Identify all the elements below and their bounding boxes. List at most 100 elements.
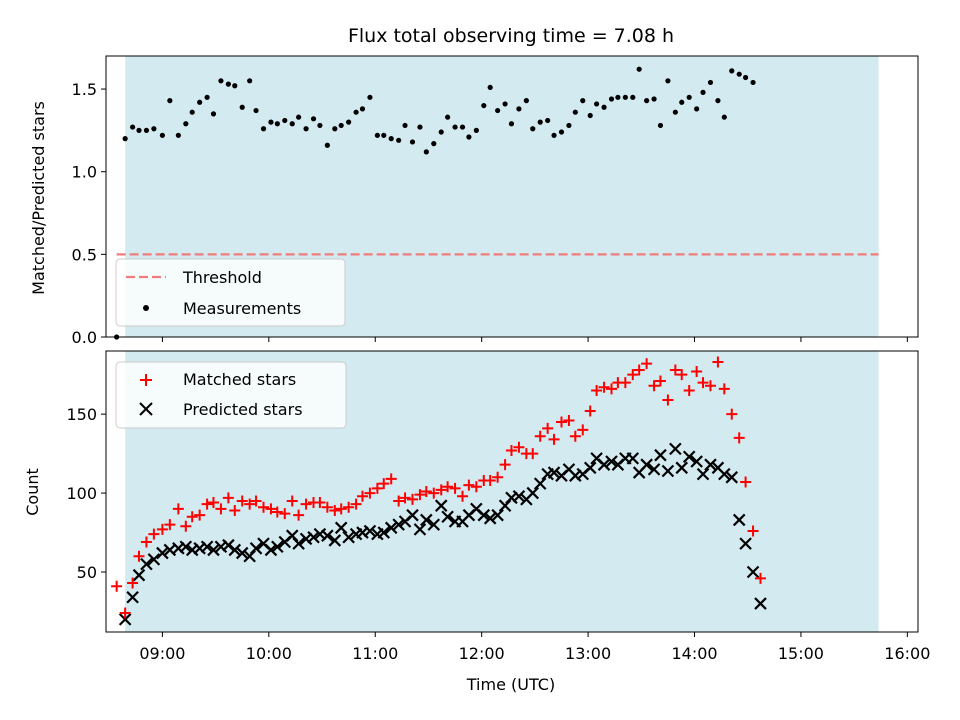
matched-point: [414, 489, 426, 501]
predicted-stars-series: [118, 442, 767, 626]
predicted-point: [533, 477, 547, 490]
measurement-point: [218, 78, 224, 84]
measurement-point: [402, 122, 408, 129]
predicted-point: [434, 499, 448, 512]
matched-point: [555, 416, 567, 428]
predicted-point: [377, 526, 391, 539]
measurement-point: [268, 119, 274, 125]
predicted-point: [696, 467, 710, 481]
top-y-axis-label: Matched/Predicted stars: [29, 101, 48, 295]
measurement-point: [332, 126, 338, 132]
matched-point: [172, 503, 184, 515]
predicted-point: [156, 546, 169, 560]
measurement-point: [417, 124, 423, 130]
matched-point: [186, 511, 198, 523]
measurement-point: [566, 122, 572, 129]
predicted-point: [597, 458, 611, 471]
matched-point: [428, 487, 440, 499]
predicted-point: [132, 568, 146, 582]
matched-point: [201, 498, 213, 510]
matched-point: [364, 487, 376, 499]
matched-point: [548, 433, 560, 445]
matched-point: [194, 509, 206, 521]
legend-predicted-swatch: [139, 402, 153, 416]
legend-threshold-label: Threshold: [182, 268, 262, 287]
predicted-point: [682, 450, 696, 464]
predicted-point: [583, 461, 597, 475]
predicted-point: [718, 467, 731, 481]
predicted-point: [483, 512, 497, 525]
measurement-point: [274, 121, 280, 127]
measurement-point: [324, 142, 330, 148]
predicted-point: [118, 613, 132, 626]
predicted-point: [126, 590, 139, 604]
matched-point: [683, 384, 695, 396]
matched-point: [754, 572, 766, 584]
matched-point: [119, 607, 131, 619]
matched-point: [111, 580, 123, 592]
predicted-point: [334, 521, 348, 535]
measurement-point: [715, 98, 721, 104]
legend-matched-swatch: [140, 374, 152, 386]
measurement-point: [431, 141, 437, 147]
matched-point: [598, 381, 610, 393]
predicted-point: [547, 466, 561, 479]
measurement-point: [136, 127, 142, 133]
matched-point: [271, 506, 283, 518]
matched-point: [492, 471, 504, 483]
measurement-point: [239, 104, 245, 110]
measurement-point: [594, 101, 600, 107]
matched-point: [676, 369, 688, 381]
predicted-point: [271, 540, 284, 554]
measurement-point: [750, 79, 756, 86]
top-y-axis: 0.0 0.5 1.0 1.5: [72, 80, 106, 347]
matched-point: [442, 481, 454, 493]
predicted-point: [207, 543, 220, 557]
matched-point: [314, 497, 326, 509]
predicted-point: [328, 534, 342, 547]
matched-point: [350, 498, 362, 510]
measurement-point: [130, 124, 136, 130]
matched-point: [127, 577, 139, 589]
measurement-point: [247, 78, 253, 84]
top-panel: 0.0 0.5 1.0 1.5 Matched/Predicted stars Thr…: [29, 55, 919, 347]
predicted-point: [200, 540, 214, 554]
predicted-point: [264, 543, 278, 557]
predicted-point: [384, 521, 398, 535]
chart-title: Flux total observing time = 7.08 h: [348, 25, 674, 47]
matched-point: [435, 484, 447, 496]
predicted-point: [754, 597, 767, 610]
measurement-point: [183, 121, 189, 127]
legend-matched-label: Matched stars: [183, 370, 296, 389]
measurement-point: [423, 149, 429, 155]
measurement-point: [473, 127, 479, 133]
measurement-point: [452, 124, 458, 130]
measurement-point: [388, 136, 394, 142]
x-tick-label: 16:00: [884, 644, 930, 663]
predicted-point: [640, 458, 653, 471]
predicted-point: [392, 518, 405, 531]
measurement-point: [502, 101, 508, 107]
predicted-point: [228, 543, 242, 557]
matched-point: [180, 520, 192, 532]
measurement-point: [537, 119, 543, 125]
top-axes-frame: [105, 55, 919, 338]
measurement-point: [644, 98, 650, 104]
matched-point: [648, 380, 660, 392]
matched-point: [712, 356, 724, 368]
matched-point: [148, 528, 160, 540]
matched-point: [393, 495, 405, 507]
matched-point: [236, 495, 248, 507]
top-y-tick-label: 1.0: [72, 163, 97, 182]
measurement-point: [481, 102, 487, 109]
predicted-point: [491, 508, 504, 522]
measurement-point: [346, 119, 352, 125]
measurement-point: [530, 126, 536, 132]
measurement-point: [742, 74, 749, 81]
measurement-point: [572, 109, 578, 115]
matched-point: [258, 501, 270, 513]
measurement-point: [551, 132, 557, 138]
matched-point: [457, 490, 469, 502]
predicted-point: [654, 448, 667, 462]
